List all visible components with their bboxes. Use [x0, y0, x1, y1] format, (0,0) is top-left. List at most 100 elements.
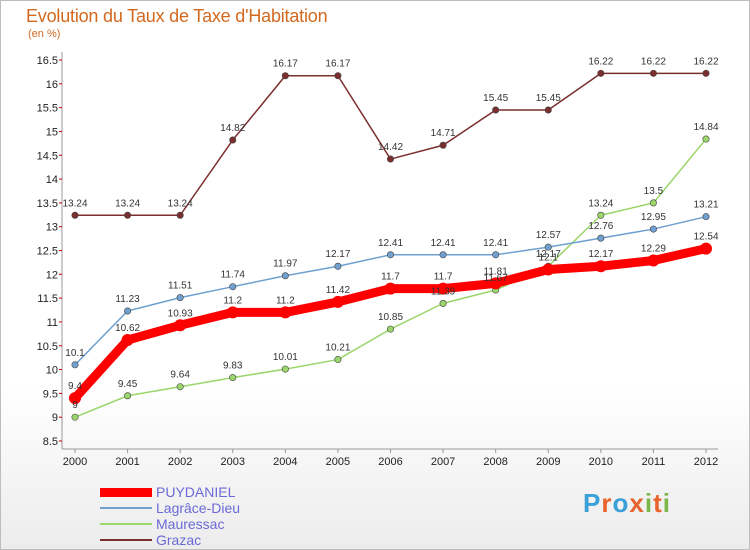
- x-tick-label: 2011: [642, 456, 666, 468]
- x-tick-label: 2010: [589, 456, 613, 468]
- data-point: [492, 106, 500, 114]
- data-point: [544, 106, 552, 114]
- data-label: 12.41: [483, 238, 508, 249]
- x-tick-label: 2008: [483, 456, 507, 468]
- data-point: [279, 306, 292, 319]
- data-label: 16.17: [273, 59, 298, 70]
- x-tick-label: 2006: [378, 456, 402, 468]
- data-label: 11.2: [276, 295, 295, 306]
- data-label: 9: [72, 400, 78, 411]
- data-point: [281, 272, 289, 280]
- data-label: 12.41: [378, 238, 403, 249]
- data-point: [71, 413, 79, 421]
- y-tick-label: 13: [46, 222, 58, 234]
- data-label: 14.71: [431, 128, 456, 139]
- data-label: 11.42: [326, 285, 351, 296]
- line-chart: 8.5 9 9.5 10 10.5 11 11.5 12 12.5 13 13.5 14 14.5 15 1…: [37, 52, 719, 468]
- data-label: 14.42: [378, 142, 403, 153]
- data-label: 12.17: [536, 249, 561, 260]
- y-tick-label: 12.5: [37, 246, 58, 258]
- data-label: 15.45: [483, 93, 508, 104]
- data-label: 10.93: [168, 308, 193, 319]
- x-tick-label: 2009: [536, 456, 560, 468]
- data-label: 9.64: [170, 370, 190, 381]
- data-point: [492, 251, 500, 259]
- data-point: [71, 211, 79, 219]
- y-tick-label: 9.5: [43, 388, 58, 400]
- data-label: 12.54: [693, 232, 718, 243]
- data-point: [702, 135, 710, 143]
- data-point: [384, 282, 397, 295]
- data-label: 10.01: [273, 352, 298, 363]
- series-grazac: [71, 69, 710, 219]
- data-point: [176, 383, 184, 391]
- data-label: 11.74: [221, 270, 246, 281]
- y-tick-label: 13.5: [37, 198, 58, 210]
- data-label: 12.17: [588, 249, 613, 260]
- data-label: 16.22: [693, 56, 718, 67]
- y-tick-label: 12: [46, 269, 58, 281]
- data-point: [594, 260, 607, 273]
- data-point: [229, 283, 237, 291]
- y-tick-label: 15.5: [37, 103, 58, 115]
- data-point: [437, 282, 450, 295]
- x-tick-label: 2012: [694, 456, 718, 468]
- data-label: 11.7: [381, 272, 400, 283]
- data-label: 10.85: [378, 312, 403, 323]
- data-point: [439, 251, 447, 259]
- data-point: [649, 69, 657, 77]
- unit-label: (en %): [28, 28, 61, 40]
- data-point: [176, 211, 184, 219]
- data-point: [542, 263, 555, 276]
- data-label: 13.24: [62, 198, 87, 209]
- logo-letter: i: [662, 488, 671, 518]
- data-label: 14.82: [220, 123, 245, 134]
- data-label: 13.21: [693, 200, 718, 211]
- y-tick-label: 9: [52, 412, 58, 424]
- proxiti-logo: Proxiti: [583, 488, 671, 519]
- data-label: 11.97: [273, 259, 298, 270]
- data-point: [174, 319, 187, 332]
- x-tick-label: 2003: [221, 456, 245, 468]
- data-point: [647, 254, 660, 267]
- x-tick-label: 2004: [273, 456, 297, 468]
- y-tick-label: 15: [46, 126, 58, 138]
- data-label: 14.84: [693, 122, 718, 133]
- series-mauressac: [71, 135, 710, 421]
- data-label: 13.5: [644, 186, 664, 197]
- logo-letter: x: [629, 488, 645, 518]
- data-point: [124, 211, 132, 219]
- series-lagr-ce-dieu: [71, 213, 710, 369]
- data-label: 12.1: [539, 253, 559, 264]
- legend-swatch: [100, 507, 152, 509]
- data-label: 13.24: [588, 198, 613, 209]
- data-point: [439, 141, 447, 149]
- logo-letter: o: [612, 488, 630, 518]
- data-label: 13.24: [115, 198, 140, 209]
- axes: 8.5 9 9.5 10 10.5 11 11.5 12 12.5 13 13.5 14 14.5 15 1…: [37, 52, 718, 468]
- data-point: [489, 277, 502, 290]
- y-tick-label: 10.5: [37, 341, 58, 353]
- y-tick-label: 14.5: [37, 150, 58, 162]
- x-tick-label: 2007: [431, 456, 455, 468]
- y-tick-label: 16: [46, 79, 58, 91]
- series-layer: [69, 69, 712, 421]
- data-label: 10.62: [115, 323, 140, 334]
- data-point: [386, 325, 394, 333]
- data-point: [124, 307, 132, 315]
- data-point: [700, 242, 712, 255]
- data-point: [439, 299, 447, 307]
- data-point: [597, 234, 605, 242]
- data-label: 11.51: [168, 281, 193, 292]
- logo-letter: P: [583, 488, 602, 518]
- legend-label: Grazac: [156, 532, 202, 548]
- data-point: [229, 136, 237, 144]
- data-point: [334, 72, 342, 80]
- y-tick-label: 16.5: [37, 55, 58, 67]
- data-point: [386, 155, 394, 163]
- data-point: [702, 213, 710, 221]
- data-point: [334, 356, 342, 364]
- data-point: [702, 69, 710, 77]
- data-label: 12.41: [431, 238, 456, 249]
